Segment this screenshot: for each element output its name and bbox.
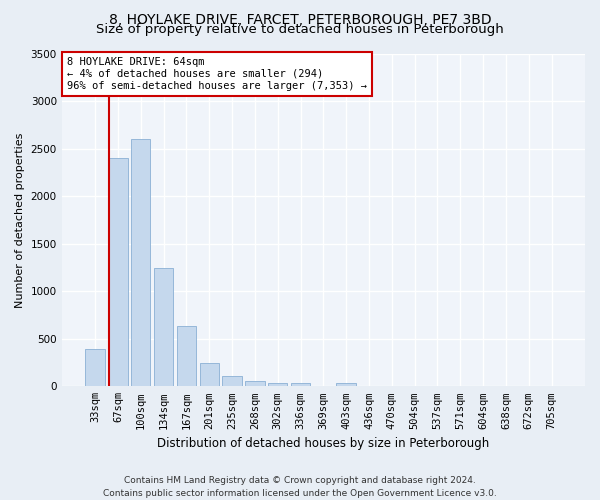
Bar	[177, 326, 196, 386]
Bar	[245, 381, 265, 386]
Bar	[154, 268, 173, 386]
Text: Size of property relative to detached houses in Peterborough: Size of property relative to detached ho…	[96, 22, 504, 36]
Bar	[108, 158, 128, 386]
Text: Contains HM Land Registry data © Crown copyright and database right 2024.
Contai: Contains HM Land Registry data © Crown c…	[103, 476, 497, 498]
Text: 8, HOYLAKE DRIVE, FARCET, PETERBOROUGH, PE7 3BD: 8, HOYLAKE DRIVE, FARCET, PETERBOROUGH, …	[109, 12, 491, 26]
X-axis label: Distribution of detached houses by size in Peterborough: Distribution of detached houses by size …	[157, 437, 490, 450]
Text: 8 HOYLAKE DRIVE: 64sqm
← 4% of detached houses are smaller (294)
96% of semi-det: 8 HOYLAKE DRIVE: 64sqm ← 4% of detached …	[67, 58, 367, 90]
Bar	[268, 382, 287, 386]
Bar	[85, 350, 105, 387]
Bar	[131, 140, 151, 386]
Y-axis label: Number of detached properties: Number of detached properties	[15, 132, 25, 308]
Bar	[223, 376, 242, 386]
Bar	[337, 382, 356, 386]
Bar	[291, 384, 310, 386]
Bar	[200, 363, 219, 386]
